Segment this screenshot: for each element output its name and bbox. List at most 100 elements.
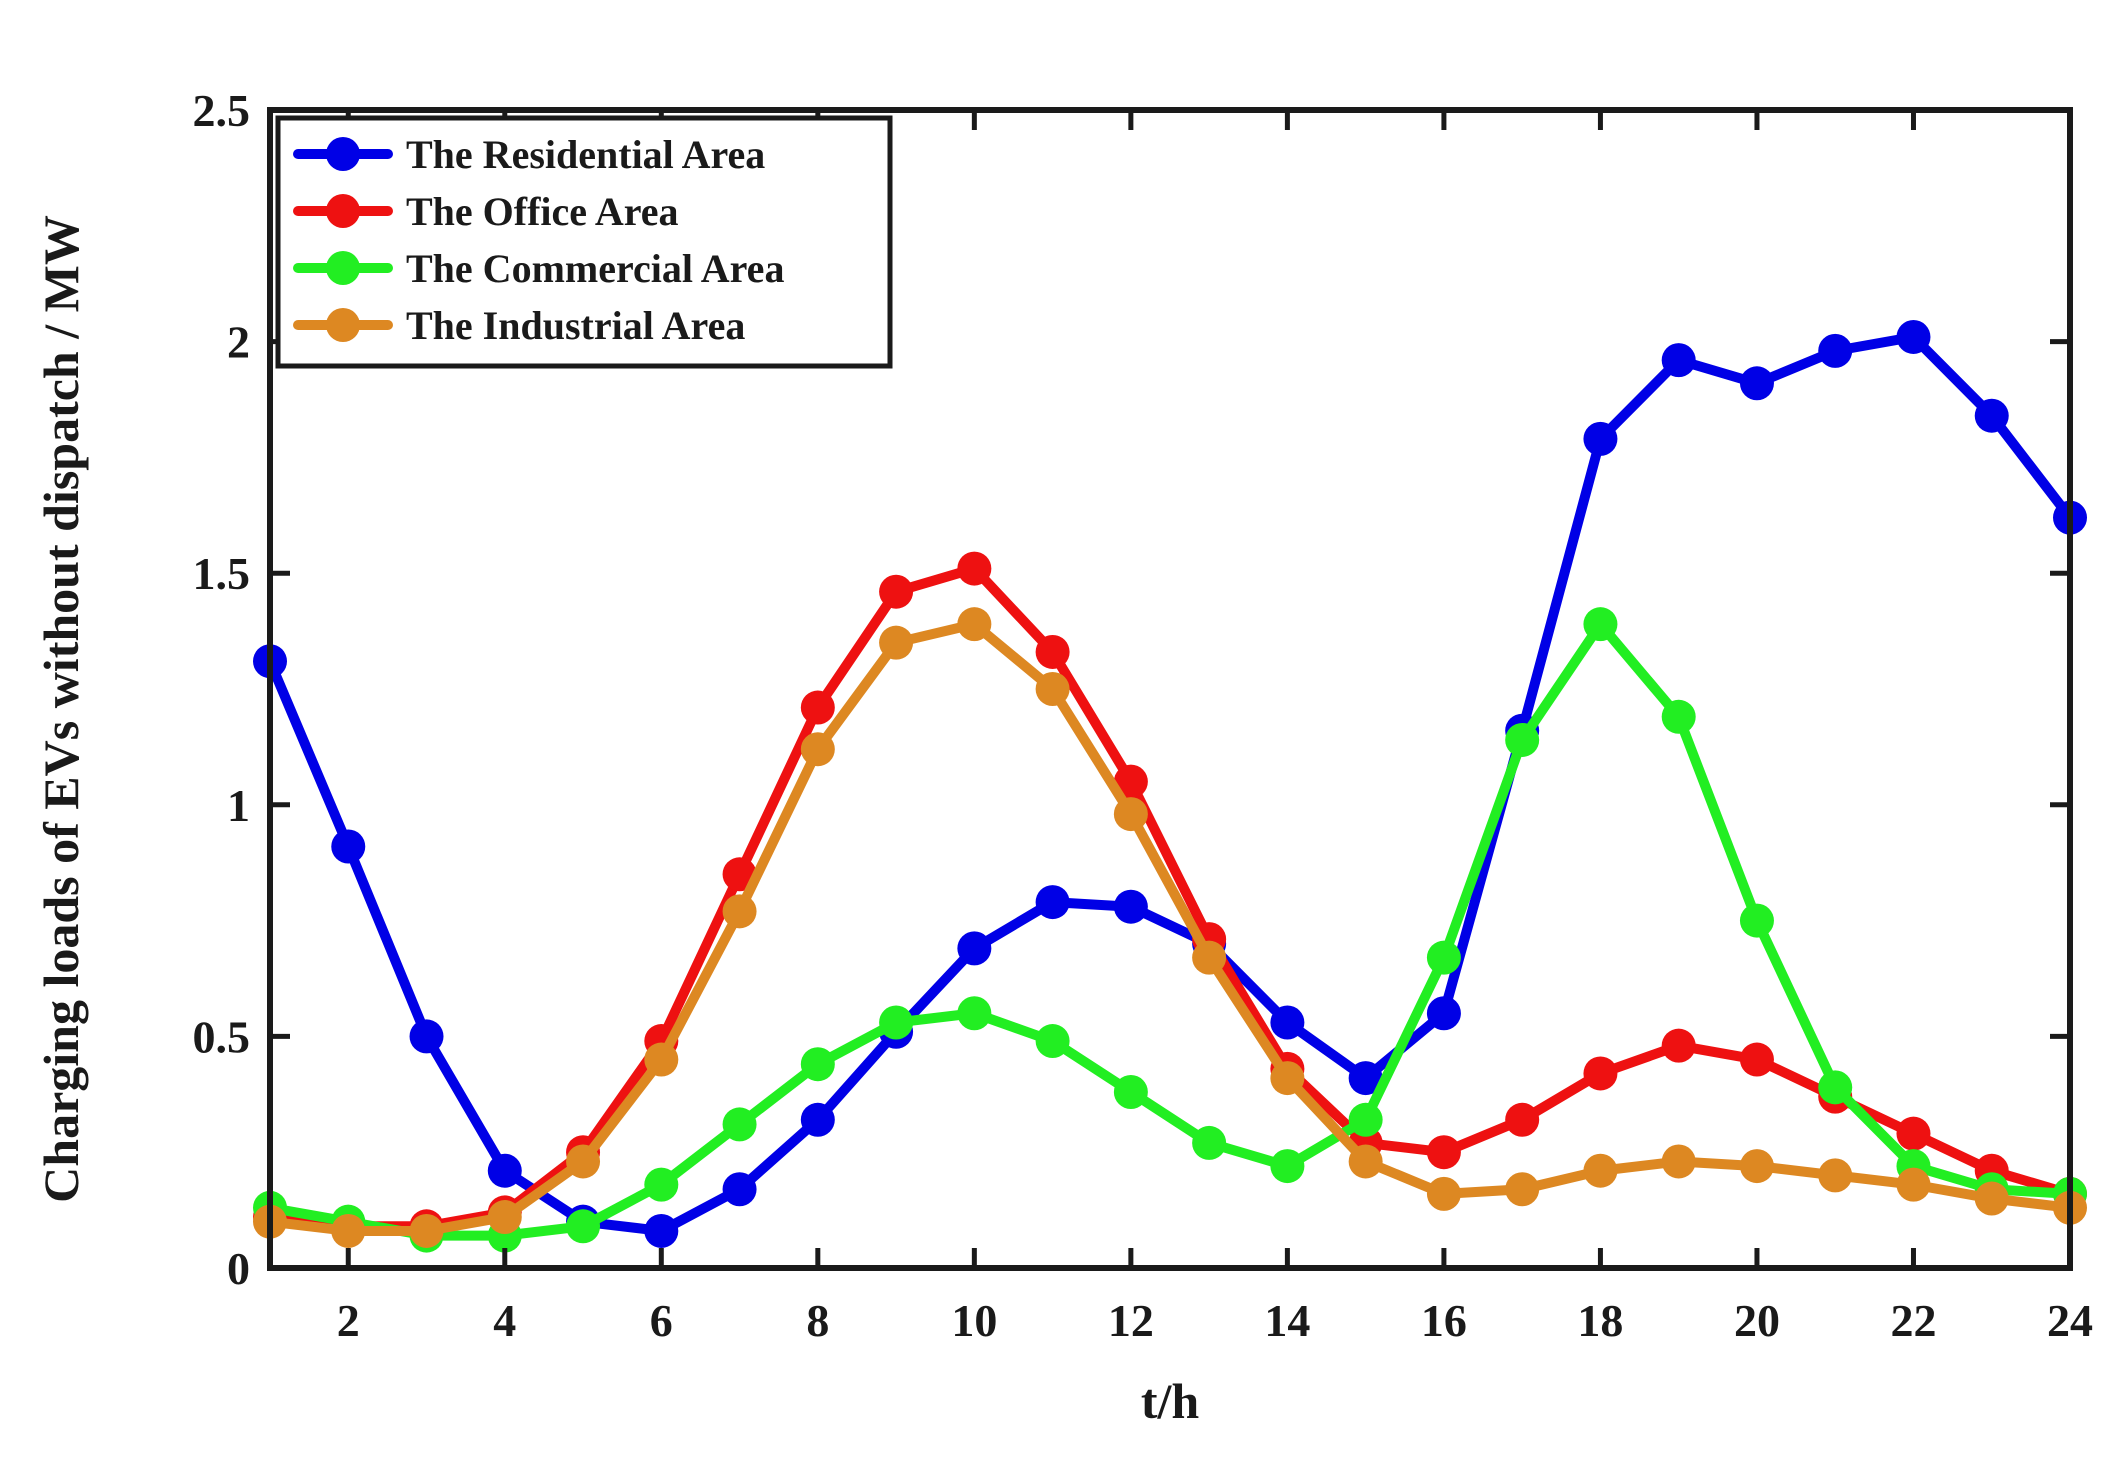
series-1-point xyxy=(1739,366,1774,401)
x-tick-label: 14 xyxy=(1264,1295,1310,1346)
legend-marker-3 xyxy=(326,251,360,285)
series-1-point xyxy=(722,1172,757,1207)
series-3-point xyxy=(566,1209,601,1244)
legend-label-3: The Commercial Area xyxy=(406,246,784,291)
series-1-point xyxy=(1896,319,1931,354)
legend-label-1: The Residential Area xyxy=(406,132,765,177)
series-2-point xyxy=(1505,1102,1540,1137)
y-tick-label: 2.5 xyxy=(193,85,251,136)
x-tick-label: 20 xyxy=(1734,1295,1780,1346)
series-2-point xyxy=(1739,1042,1774,1077)
series-4-point xyxy=(1348,1144,1383,1179)
series-1-point xyxy=(957,931,992,966)
x-tick-label: 8 xyxy=(806,1295,829,1346)
y-axis-label: Charging loads of EVs without dispatch /… xyxy=(33,215,89,1203)
series-3-point xyxy=(1113,1074,1148,1109)
x-tick-label: 24 xyxy=(2047,1295,2093,1346)
series-1-point xyxy=(1035,885,1070,920)
series-4-point xyxy=(409,1213,444,1248)
series-2-point xyxy=(1583,1056,1618,1091)
series-1-point xyxy=(1113,889,1148,924)
y-tick-label: 2 xyxy=(227,317,250,368)
series-2-point xyxy=(1896,1116,1931,1151)
series-1-point xyxy=(1270,1005,1305,1040)
series-2-point xyxy=(879,574,914,609)
series-2-point xyxy=(957,551,992,586)
series-3-point xyxy=(644,1167,679,1202)
legend-marker-2 xyxy=(326,194,360,228)
series-4-point xyxy=(1896,1167,1931,1202)
series-3-point xyxy=(1661,699,1696,734)
series-3-point xyxy=(1270,1149,1305,1184)
series-1-point xyxy=(487,1153,522,1188)
legend: The Residential Area The Office Area The C… xyxy=(275,115,893,369)
series-4-point xyxy=(1113,797,1148,832)
series-4-point xyxy=(1270,1061,1305,1096)
series-4-point xyxy=(879,625,914,660)
series-3-point xyxy=(722,1107,757,1142)
series-3-point xyxy=(800,1047,835,1082)
legend-marker-4 xyxy=(326,308,360,342)
plot-frame xyxy=(267,107,2073,1271)
series-4-point xyxy=(1974,1181,2009,1216)
x-tick-label: 18 xyxy=(1577,1295,1623,1346)
series-3-point xyxy=(1505,722,1540,757)
x-tick-label: 4 xyxy=(493,1295,516,1346)
series-line-2 xyxy=(265,563,2075,1232)
series-1-point xyxy=(800,1102,835,1137)
series-4-point xyxy=(957,607,992,642)
series-3-point xyxy=(1818,1070,1853,1105)
series-4-point xyxy=(1035,672,1070,706)
x-tick-label: 12 xyxy=(1108,1295,1154,1346)
series-3-point xyxy=(1035,1024,1070,1059)
series-1-point xyxy=(1818,333,1853,368)
x-tick-label: 6 xyxy=(650,1295,673,1346)
series-1-point xyxy=(409,1019,444,1054)
legend-items: The Residential Area The Office Area The C… xyxy=(293,132,784,348)
y-tick-label: 0.5 xyxy=(193,1011,251,1062)
series-3-point xyxy=(1348,1102,1383,1137)
series-1-point xyxy=(1661,343,1696,378)
series-2-point xyxy=(1035,634,1070,669)
x-tick-label: 2 xyxy=(337,1295,360,1346)
legend-label-4: The Industrial Area xyxy=(406,303,745,348)
series-3-point xyxy=(1192,1125,1227,1160)
legend-marker-1 xyxy=(326,137,360,171)
series-1-point xyxy=(1583,421,1618,456)
series-1-point xyxy=(1426,996,1461,1031)
x-tick-label: 10 xyxy=(951,1295,997,1346)
series-1-point xyxy=(1348,1061,1383,1096)
series-3-point xyxy=(1583,607,1618,642)
series-4-point xyxy=(1426,1176,1461,1211)
series-4-point xyxy=(1739,1149,1774,1184)
y-tick-label: 0 xyxy=(227,1243,250,1294)
series-4-point xyxy=(644,1042,679,1077)
series-1-point xyxy=(644,1213,679,1248)
x-tick-label: 22 xyxy=(1890,1295,1936,1346)
series-4-point xyxy=(800,732,835,767)
x-axis-label: t/h xyxy=(1141,1373,1200,1429)
y-tick-label: 1.5 xyxy=(193,548,251,599)
series-layer xyxy=(253,319,2087,1253)
series-line-1 xyxy=(265,331,2075,1236)
series-4-point xyxy=(1583,1153,1618,1188)
series-1-point xyxy=(331,829,366,864)
series-4-point xyxy=(1818,1158,1853,1193)
series-2-point xyxy=(1661,1028,1696,1063)
series-4-point xyxy=(722,894,757,929)
series-3-point xyxy=(879,1005,914,1040)
legend-label-2: The Office Area xyxy=(406,189,679,234)
series-4-point xyxy=(331,1213,366,1248)
series-2-point xyxy=(800,690,835,725)
series-2-point xyxy=(1426,1135,1461,1170)
series-4-point xyxy=(1661,1144,1696,1179)
series-4-point xyxy=(487,1200,522,1235)
series-2-point xyxy=(1113,764,1148,799)
series-4-point xyxy=(566,1144,601,1179)
series-3-point xyxy=(957,996,992,1031)
series-3-point xyxy=(1426,940,1461,975)
series-4-point xyxy=(1192,940,1227,975)
